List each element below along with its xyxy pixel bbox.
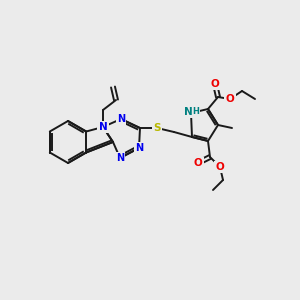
Text: H: H bbox=[193, 106, 200, 116]
Text: O: O bbox=[194, 158, 202, 168]
Text: N: N bbox=[117, 114, 125, 124]
Text: N: N bbox=[116, 153, 124, 163]
Text: N: N bbox=[135, 143, 143, 153]
Text: N: N bbox=[99, 122, 107, 132]
Text: O: O bbox=[226, 94, 234, 104]
Text: N: N bbox=[184, 107, 192, 117]
Text: S: S bbox=[153, 123, 161, 133]
Text: O: O bbox=[211, 79, 219, 89]
Text: O: O bbox=[216, 162, 224, 172]
